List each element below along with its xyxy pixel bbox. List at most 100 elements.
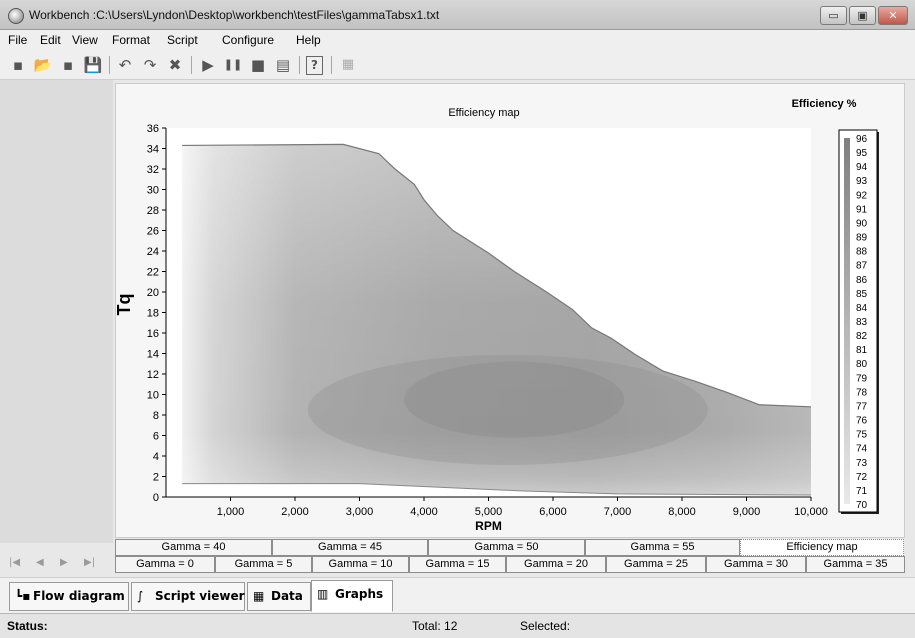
- menu-help[interactable]: Help: [296, 33, 321, 47]
- y-tick-label: 6: [153, 431, 159, 443]
- close-button[interactable]: ✕: [878, 6, 908, 25]
- tab-gamma-50[interactable]: Gamma = 50: [428, 539, 585, 556]
- app-icon: [8, 8, 24, 24]
- x-tick-label: 7,000: [604, 506, 632, 518]
- x-tick-label: 5,000: [475, 506, 503, 518]
- first-tab-button[interactable]: |◀: [9, 557, 21, 568]
- tab-flow-diagram-label: Flow diagram: [33, 589, 125, 603]
- tab-script-viewer-label: Script viewer: [155, 589, 245, 603]
- title-bar: Workbench :C:\Users\Lyndon\Desktop\workb…: [0, 0, 915, 30]
- minimize-button[interactable]: ▭: [820, 6, 847, 25]
- legend-value: 83: [856, 317, 868, 328]
- y-axis-label: Tq: [116, 294, 134, 316]
- pause-icon[interactable]: ❚❚: [223, 58, 243, 71]
- legend-value: 89: [856, 233, 868, 244]
- tab-script-viewer[interactable]: ∫ Script viewer: [131, 582, 245, 611]
- menu-format[interactable]: Format: [112, 33, 151, 47]
- y-tick-label: 28: [147, 205, 159, 217]
- legend-value: 81: [856, 345, 868, 356]
- y-tick-label: 14: [147, 349, 159, 361]
- x-tick-label: 1,000: [217, 506, 245, 518]
- tab-gamma-40[interactable]: Gamma = 40: [115, 539, 272, 556]
- max-torque-curve: [182, 143, 811, 408]
- legend-value: 88: [856, 247, 868, 258]
- tab-gamma-30[interactable]: Gamma = 30: [706, 556, 806, 573]
- legend-value: 92: [856, 190, 868, 201]
- status-total: Total: 12: [412, 619, 458, 633]
- next-tab-button[interactable]: ▶: [60, 557, 68, 568]
- legend-value: 70: [856, 500, 868, 511]
- toolbar-separator: [109, 56, 110, 74]
- tab-gamma-10[interactable]: Gamma = 10: [312, 556, 409, 573]
- status-label: Status:: [7, 619, 48, 633]
- toolbar-separator: [299, 56, 300, 74]
- graphs-icon: ▥: [317, 587, 329, 601]
- tab-gamma-25[interactable]: Gamma = 25: [606, 556, 706, 573]
- tab-data[interactable]: ▦ Data: [247, 582, 311, 611]
- tab-gamma-55[interactable]: Gamma = 55: [585, 539, 740, 556]
- menu-edit[interactable]: Edit: [40, 33, 61, 47]
- chart-panel: Efficiency map 0 2 4 6 8 10 12 14 16 18 20 22 24 26 28…: [114, 83, 905, 538]
- x-tick-label: 10,000: [794, 506, 828, 518]
- stop-icon[interactable]: ■: [250, 56, 266, 74]
- save-icon[interactable]: 💾: [83, 56, 103, 74]
- x-tick-label: 9,000: [733, 506, 761, 518]
- tab-gamma-15[interactable]: Gamma = 15: [409, 556, 506, 573]
- new-icon[interactable]: ▪: [12, 56, 24, 74]
- y-tick-label: 8: [153, 410, 159, 422]
- legend-value: 85: [856, 289, 868, 300]
- menu-file[interactable]: File: [8, 33, 28, 47]
- efficiency-shading: [182, 144, 811, 495]
- help-icon[interactable]: ?: [306, 56, 323, 75]
- tab-gamma-35[interactable]: Gamma = 35: [806, 556, 905, 573]
- tab-gamma-5[interactable]: Gamma = 5: [215, 556, 312, 573]
- x-tick-label: 2,000: [281, 506, 309, 518]
- x-tick-label: 6,000: [539, 506, 567, 518]
- open-icon[interactable]: 📂: [33, 56, 53, 74]
- delete-icon[interactable]: ✖: [168, 56, 182, 74]
- x-axis-label: RPM: [475, 519, 502, 533]
- chart-icon[interactable]: ▤: [275, 56, 291, 74]
- previous-tab-button[interactable]: ◀: [36, 557, 44, 568]
- legend-value: 87: [856, 261, 868, 272]
- y-tick-label: 4: [153, 451, 159, 463]
- run-icon[interactable]: ▶: [202, 56, 214, 74]
- menu-configure[interactable]: Configure: [222, 33, 275, 47]
- export-icon[interactable]: ▪: [62, 56, 74, 74]
- x-tick-label: 3,000: [346, 506, 374, 518]
- menu-view[interactable]: View: [72, 33, 98, 47]
- maximize-button[interactable]: ▣: [849, 6, 876, 25]
- tab-graphs[interactable]: ▥ Graphs: [311, 580, 393, 612]
- min-torque-curve: [182, 483, 811, 496]
- script-icon: ∫: [137, 589, 144, 603]
- menu-script[interactable]: Script: [167, 33, 198, 47]
- data-grid-icon: ▦: [253, 589, 265, 603]
- chart-title: Efficiency map: [448, 107, 519, 119]
- legend: 96 95 94 93 92 91 90 89 88 87 86 85 84 83 82 81 80 79 78 77…: [838, 129, 879, 514]
- tab-gamma-0[interactable]: Gamma = 0: [115, 556, 215, 573]
- tab-efficiency-map[interactable]: Efficiency map: [740, 539, 904, 556]
- y-tick-label: 30: [147, 185, 159, 197]
- legend-value: 75: [856, 430, 868, 441]
- redo-icon[interactable]: ↷: [143, 56, 157, 74]
- tab-flow-diagram[interactable]: ┗▪ Flow diagram: [9, 582, 129, 611]
- legend-value: 94: [856, 162, 868, 173]
- y-tick-label: 36: [147, 123, 159, 135]
- toolbar-separator: [191, 56, 192, 74]
- last-tab-button[interactable]: ▶|: [84, 557, 96, 568]
- legend-value: 90: [856, 218, 868, 229]
- legend-value: 80: [856, 359, 868, 370]
- tab-gamma-20[interactable]: Gamma = 20: [506, 556, 606, 573]
- grid-icon[interactable]: ▦: [341, 57, 355, 72]
- legend-value: 71: [856, 486, 868, 497]
- legend-value: 73: [856, 458, 868, 469]
- y-tick-label: 24: [147, 246, 159, 258]
- legend-value: 76: [856, 416, 868, 427]
- flow-diagram-icon: ┗▪: [15, 589, 31, 603]
- undo-icon[interactable]: ↶: [118, 56, 132, 74]
- legend-title: Efficiency %: [792, 98, 857, 110]
- peak-efficiency-zone: [307, 354, 708, 465]
- y-tick-label: 2: [153, 472, 159, 484]
- tab-gamma-45[interactable]: Gamma = 45: [272, 539, 428, 556]
